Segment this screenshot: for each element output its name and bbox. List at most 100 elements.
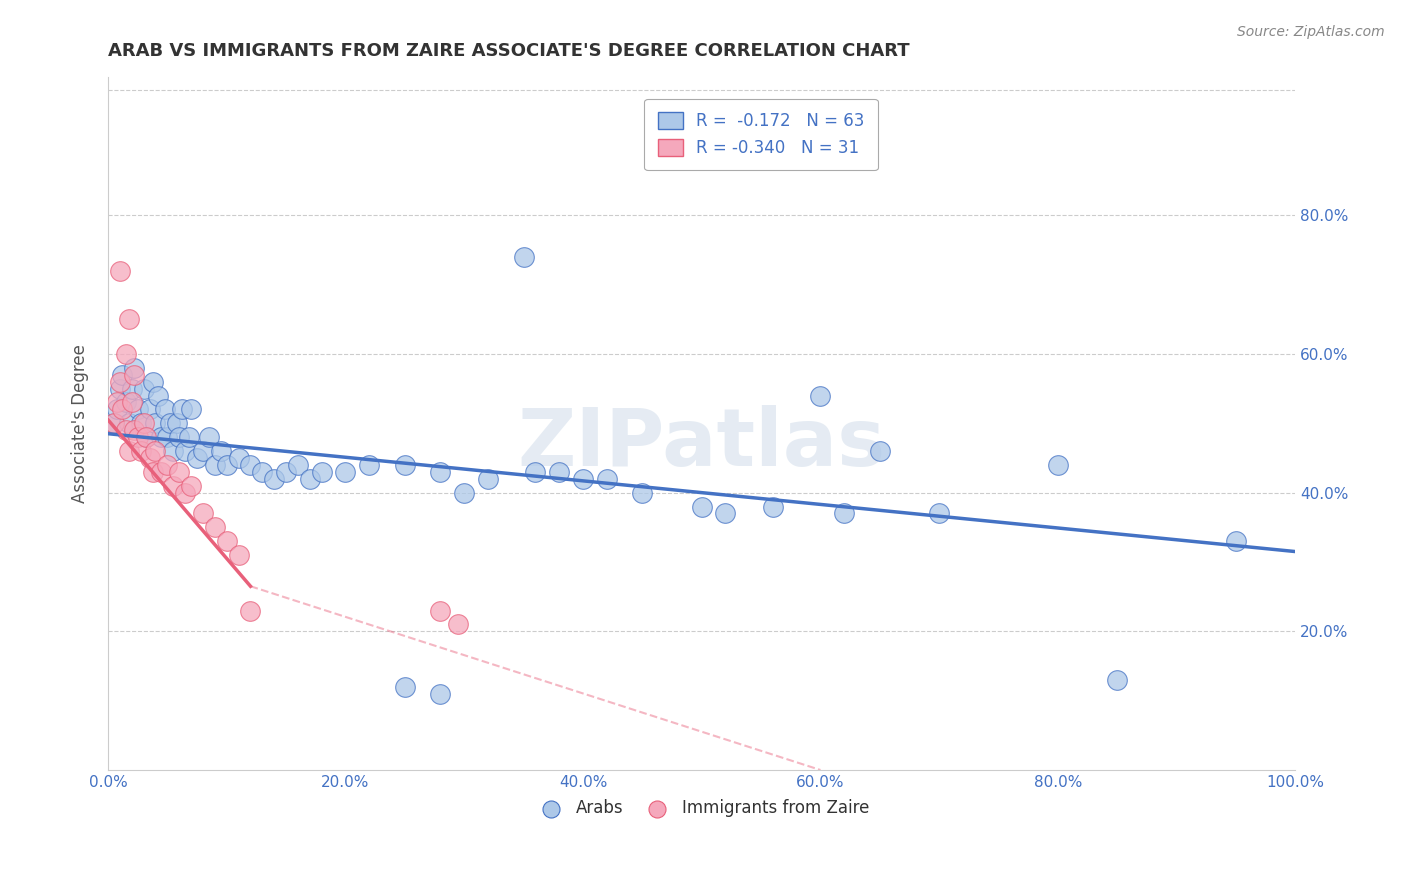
Point [170,402,193,417]
Point [429,603,451,617]
Point [869,444,891,458]
Point [162,479,184,493]
Point [129,444,152,458]
Point [548,465,571,479]
Point [108,264,131,278]
Legend: Arabs, Immigrants from Zaire: Arabs, Immigrants from Zaire [527,793,876,824]
Point [114,347,136,361]
Point [810,388,832,402]
Point [127,402,149,417]
Point [359,458,381,472]
Point [167,430,190,444]
Point [191,444,214,458]
Point [150,430,173,444]
Point [274,465,297,479]
Point [135,430,157,444]
Point [145,417,167,431]
Point [162,444,184,458]
Point [215,458,238,472]
Point [111,402,134,417]
Point [166,417,188,431]
Point [142,375,165,389]
Point [631,485,654,500]
Point [108,382,131,396]
Point [156,458,179,472]
Point [132,382,155,396]
Point [394,458,416,472]
Point [142,465,165,479]
Point [121,382,143,396]
Point [762,500,785,514]
Point [714,507,737,521]
Point [928,507,950,521]
Point [146,388,169,402]
Point [239,458,262,472]
Point [103,417,125,431]
Point [107,402,129,417]
Point [129,417,152,431]
Point [114,423,136,437]
Text: ZIPatlas: ZIPatlas [517,405,886,483]
Point [287,458,309,472]
Point [122,423,145,437]
Point [177,430,200,444]
Point [596,472,619,486]
Point [122,360,145,375]
Point [204,458,226,472]
Text: ARAB VS IMMIGRANTS FROM ZAIRE ASSOCIATE'S DEGREE CORRELATION CHART: ARAB VS IMMIGRANTS FROM ZAIRE ASSOCIATE'… [108,42,910,60]
Text: Source: ZipAtlas.com: Source: ZipAtlas.com [1237,25,1385,39]
Point [209,444,232,458]
Point [252,465,274,479]
Point [150,465,173,479]
Point [118,312,141,326]
Point [239,603,262,617]
Point [122,368,145,382]
Point [138,450,160,465]
Point [429,687,451,701]
Point [145,444,167,458]
Point [159,417,181,431]
Point [111,368,134,382]
Point [118,417,141,431]
Point [186,450,208,465]
Point [1107,673,1129,687]
Point [832,507,855,521]
Point [180,402,202,417]
Point [429,465,451,479]
Point [156,430,179,444]
Point [228,450,250,465]
Point [107,395,129,409]
Point [1046,458,1069,472]
Point [198,430,221,444]
Point [512,250,534,264]
Point [167,465,190,479]
Point [132,417,155,431]
Point [1225,534,1247,549]
Point [447,617,470,632]
Point [118,444,141,458]
Point [215,534,238,549]
Y-axis label: Associate's Degree: Associate's Degree [72,343,89,503]
Point [108,375,131,389]
Point [453,485,475,500]
Point [572,472,595,486]
Point [228,548,250,562]
Point [135,430,157,444]
Point [191,507,214,521]
Point [690,500,713,514]
Point [103,417,125,431]
Point [174,444,197,458]
Point [335,465,357,479]
Point [477,472,499,486]
Point [263,472,285,486]
Point [524,465,547,479]
Point [153,402,176,417]
Point [127,430,149,444]
Point [298,472,321,486]
Point [174,485,197,500]
Point [138,402,160,417]
Point [394,680,416,694]
Point [204,520,226,534]
Point [121,395,143,409]
Point [180,479,202,493]
